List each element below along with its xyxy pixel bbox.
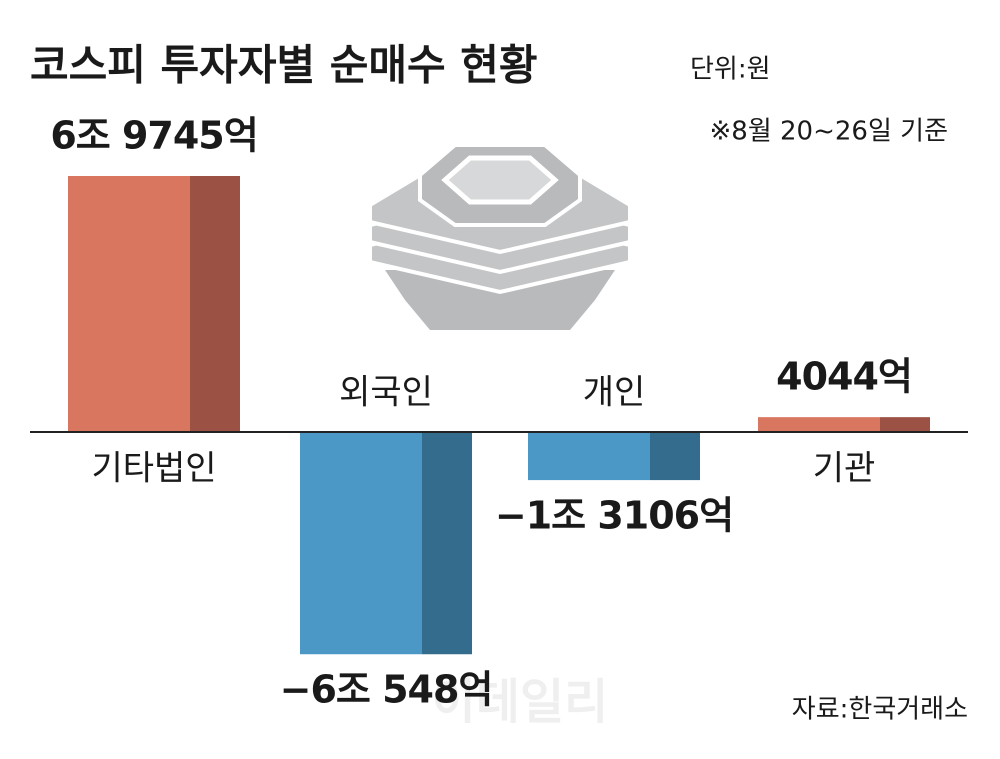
- watermark: 이데일리: [432, 674, 609, 730]
- note: ※8월 20~26일 기준: [710, 117, 949, 147]
- bar-side: [650, 432, 700, 481]
- category-label: 기타법인: [91, 449, 216, 489]
- bar-side: [880, 417, 930, 432]
- bar-side: [422, 432, 472, 655]
- source: 자료:한국거래소: [792, 695, 968, 725]
- bar-side: [190, 176, 240, 432]
- chart-title: 코스피 투자자별 순매수 현황: [30, 41, 538, 90]
- value-label: 4044억: [776, 355, 912, 399]
- value-label: −1조 3106억: [495, 494, 733, 538]
- bar: [758, 417, 880, 432]
- bar: [528, 432, 650, 481]
- bar: [68, 176, 190, 432]
- category-label: 개인: [583, 373, 646, 413]
- category-label: 기관: [813, 449, 876, 489]
- value-label: 6조 9745억: [50, 114, 257, 158]
- unit-label: 단위:원: [690, 55, 771, 85]
- building-icon: [368, 143, 632, 330]
- bar: [300, 432, 422, 655]
- value-label: −6조 548억: [280, 668, 493, 712]
- category-label: 외국인: [339, 373, 433, 413]
